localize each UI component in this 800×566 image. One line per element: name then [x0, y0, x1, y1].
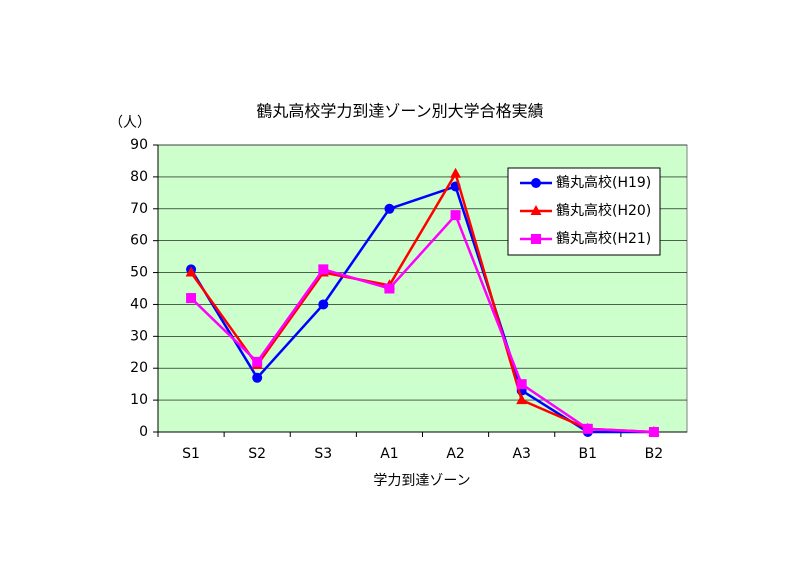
legend-label: 鶴丸高校(H20) [556, 202, 651, 219]
marker [318, 264, 329, 275]
y-tick-label: 0 [139, 424, 148, 440]
marker [318, 299, 329, 310]
marker [531, 234, 541, 244]
legend-label: 鶴丸高校(H21) [556, 230, 651, 247]
marker [450, 167, 462, 178]
marker [384, 203, 395, 214]
x-tick-label: S1 [182, 446, 200, 462]
y-tick-label: 10 [130, 392, 148, 408]
marker [252, 356, 263, 367]
y-tick-label: 30 [130, 328, 148, 344]
x-tick-label: B1 [579, 446, 598, 462]
marker [516, 379, 527, 390]
y-tick-label: 20 [130, 360, 148, 376]
x-tick-label: B2 [645, 446, 664, 462]
chart-title: 鶴丸高校学力到達ゾーン別大学合格実績 [256, 102, 543, 121]
x-tick-label: A1 [380, 446, 398, 462]
x-tick-label: S2 [248, 446, 266, 462]
marker [186, 293, 197, 304]
marker [384, 283, 395, 294]
y-tick-label: 50 [130, 265, 148, 281]
x-tick-label: S3 [314, 446, 332, 462]
x-tick-label: A3 [512, 446, 530, 462]
legend-label: 鶴丸高校(H19) [556, 174, 651, 191]
marker [450, 210, 461, 221]
marker [582, 423, 593, 434]
series-line [190, 212, 654, 434]
series-line [190, 170, 654, 434]
x-axis-label: 学力到達ゾーン [373, 473, 470, 489]
y-tick-label: 60 [130, 233, 148, 249]
y-tick-label: 90 [130, 137, 148, 153]
y-axis-label: （人） [109, 115, 151, 131]
y-tick-label: 40 [130, 296, 148, 312]
marker [530, 205, 542, 215]
marker [252, 372, 263, 383]
marker [531, 178, 541, 188]
x-tick-label: A2 [446, 446, 464, 462]
marker [516, 394, 528, 405]
y-tick-label: 70 [130, 201, 148, 217]
marker [648, 427, 659, 437]
marker [185, 266, 197, 277]
y-tick-label: 80 [130, 169, 148, 185]
